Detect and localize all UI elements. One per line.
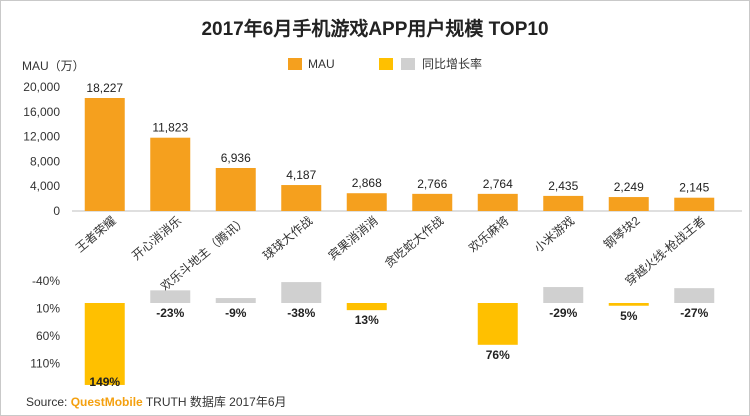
mau-value-label: 6,936 xyxy=(221,151,251,165)
mau-y-tick-label: 16,000 xyxy=(23,105,60,119)
category-label: 宾果消消消 xyxy=(325,213,381,263)
category-label: 钢琴块2 xyxy=(601,213,643,251)
growth-bar xyxy=(608,303,649,306)
chart-title: 2017年6月手机游戏APP用户规模 TOP10 xyxy=(201,19,549,40)
category-label: 小米游戏 xyxy=(531,214,577,256)
legend-label-growth: 同比增长率 xyxy=(422,56,482,71)
source-label: Source: xyxy=(26,395,68,409)
growth-bar xyxy=(215,298,256,303)
mau-bars xyxy=(84,97,715,211)
category-label: 欢乐麻将 xyxy=(465,213,511,255)
category-label: 球球大作战 xyxy=(260,214,315,263)
mau-y-tick-label: 8,000 xyxy=(30,154,60,168)
source-brand: QuestMobile xyxy=(70,395,143,409)
mau-value-label: 11,823 xyxy=(152,121,188,135)
legend-swatch-growth-negative xyxy=(401,58,415,70)
growth-bars xyxy=(84,282,715,385)
legend-swatch-growth-positive xyxy=(379,58,393,70)
mau-value-label: 2,249 xyxy=(614,180,644,194)
mau-value-label: 2,868 xyxy=(352,176,382,190)
mau-y-tick-label: 0 xyxy=(53,204,60,218)
mau-bar xyxy=(412,193,453,211)
y-axis-label: MAU（万） xyxy=(22,59,85,73)
mau-value-label: 4,187 xyxy=(286,168,316,182)
mau-bar xyxy=(215,167,256,211)
growth-value-label: 5% xyxy=(620,309,638,323)
legend-swatch-mau xyxy=(288,58,302,70)
mau-y-tick-label: 12,000 xyxy=(23,130,60,144)
growth-bar xyxy=(674,288,715,303)
growth-y-tick-label: 110% xyxy=(30,357,60,371)
growth-value-label: -27% xyxy=(680,306,708,320)
growth-value-label: 149% xyxy=(89,375,120,389)
legend-label-mau: MAU xyxy=(308,57,335,71)
category-label: 开心消消乐 xyxy=(129,214,184,263)
mau-bar xyxy=(477,193,518,211)
mau-value-label: 2,145 xyxy=(679,181,709,195)
growth-value-label: -38% xyxy=(287,306,315,320)
mau-value-label: 2,435 xyxy=(548,179,578,193)
category-label: 王者荣耀 xyxy=(73,214,119,256)
mau-bar xyxy=(84,97,125,211)
growth-bar xyxy=(84,303,125,385)
mau-bar xyxy=(674,197,715,211)
mau-y-tick-label: 20,000 xyxy=(23,80,60,94)
growth-value-label: -29% xyxy=(549,306,577,320)
mau-bar xyxy=(281,185,322,211)
growth-value-labels: 149% -23% -9% -38% 13% 76% -29% 5% -27% xyxy=(89,306,708,389)
source-rest: TRUTH 数据库 2017年6月 xyxy=(142,395,287,409)
growth-bar xyxy=(477,303,518,345)
mau-bar xyxy=(346,193,387,211)
growth-y-tick-label: 10% xyxy=(36,302,60,316)
mau-y-tick-label: 4,000 xyxy=(30,179,60,193)
growth-bar xyxy=(281,282,322,303)
mau-value-label: 18,227 xyxy=(86,81,123,95)
growth-bar xyxy=(543,287,584,303)
mau-bar xyxy=(543,195,584,211)
growth-value-label: 76% xyxy=(486,348,510,362)
growth-value-label: 13% xyxy=(355,313,379,327)
source-footer: Source: QuestMobile TRUTH 数据库 2017年6月 xyxy=(26,393,287,410)
mau-y-axis: 0 4,000 8,000 12,000 16,000 20,000 xyxy=(23,80,60,218)
category-label: 贪吃蛇大作战 xyxy=(381,213,446,271)
mau-value-labels: 18,227 11,823 6,936 4,187 2,868 2,766 2,764 2,4… xyxy=(86,81,709,195)
growth-bar xyxy=(346,303,387,311)
growth-bar xyxy=(150,290,191,303)
mau-value-label: 2,764 xyxy=(483,177,513,191)
mau-bar xyxy=(150,137,191,211)
mau-bar xyxy=(608,197,649,211)
growth-value-label: -23% xyxy=(156,306,184,320)
growth-y-tick-label: -40% xyxy=(32,274,60,288)
growth-y-axis: -40% 10% 60% 110% xyxy=(30,274,60,371)
mau-value-label: 2,766 xyxy=(417,177,447,191)
growth-value-label: -9% xyxy=(225,306,247,320)
growth-y-tick-label: 60% xyxy=(36,329,60,343)
